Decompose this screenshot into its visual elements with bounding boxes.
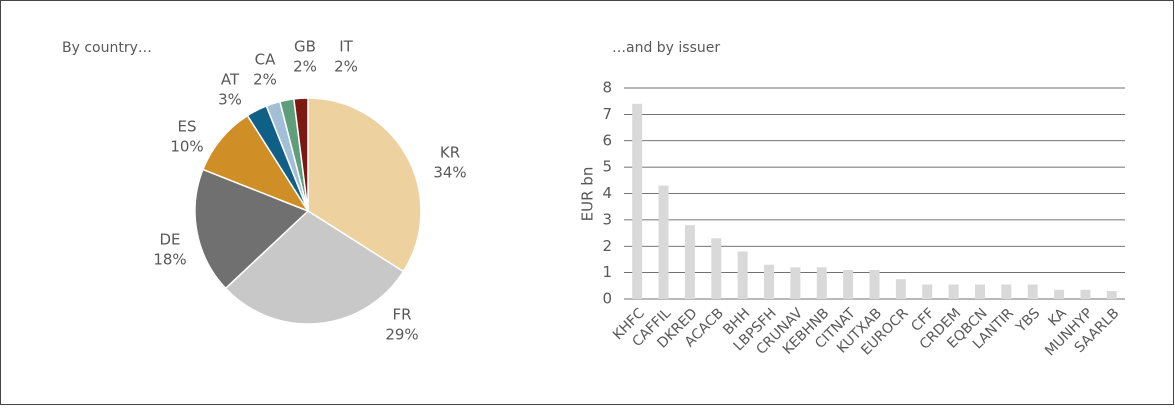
slice-label: CA (255, 51, 276, 69)
slice-value: 2% (253, 71, 277, 89)
slice-value: 18% (153, 251, 186, 269)
bar (922, 284, 933, 299)
bar (737, 251, 748, 299)
bar (632, 103, 643, 299)
y-tick-label: 5 (602, 158, 612, 176)
y-axis-label: EUR bn (579, 167, 597, 222)
bar (843, 269, 854, 299)
slice-value: 2% (334, 58, 358, 76)
bar (1027, 284, 1038, 299)
slice-label: IT (339, 38, 353, 56)
y-tick-label: 0 (602, 290, 612, 308)
bar (764, 264, 775, 299)
slice-value: 29% (385, 326, 418, 344)
bar (1106, 291, 1117, 299)
y-tick-label: 4 (602, 184, 612, 202)
y-tick-label: 1 (602, 263, 612, 281)
slice-label: FR (392, 306, 411, 324)
slice-value: 34% (433, 164, 466, 182)
y-tick-label: 7 (602, 105, 612, 123)
pie-title: By country… (62, 40, 152, 56)
pie-slice (194, 168, 310, 290)
bar (658, 185, 669, 299)
pie-slice (201, 114, 310, 213)
bar (790, 267, 801, 299)
y-tick-label: 3 (602, 210, 612, 228)
pie-slice (224, 210, 405, 325)
slice-label: AT (221, 71, 240, 89)
slice-label: KR (440, 144, 460, 162)
bar (1080, 289, 1091, 299)
bar (974, 284, 985, 299)
slice-value: 3% (218, 91, 242, 109)
slice-value: 10% (170, 138, 203, 156)
bar (869, 269, 880, 299)
slice-value: 2% (293, 58, 317, 76)
bar (684, 225, 695, 299)
bar (711, 238, 722, 299)
bar (1054, 289, 1065, 299)
y-tick-label: 6 (602, 131, 612, 149)
slice-label: DE (159, 231, 180, 249)
bar (816, 267, 827, 299)
bar (895, 279, 906, 299)
bar (1001, 284, 1012, 299)
slice-label: GB (294, 38, 316, 56)
y-tick-label: 8 (602, 79, 612, 97)
bar (948, 284, 959, 299)
pie-slice (292, 97, 309, 212)
y-tick-label: 2 (602, 237, 612, 255)
slice-label: ES (178, 118, 197, 136)
bar-title: …and by issuer (612, 40, 720, 56)
